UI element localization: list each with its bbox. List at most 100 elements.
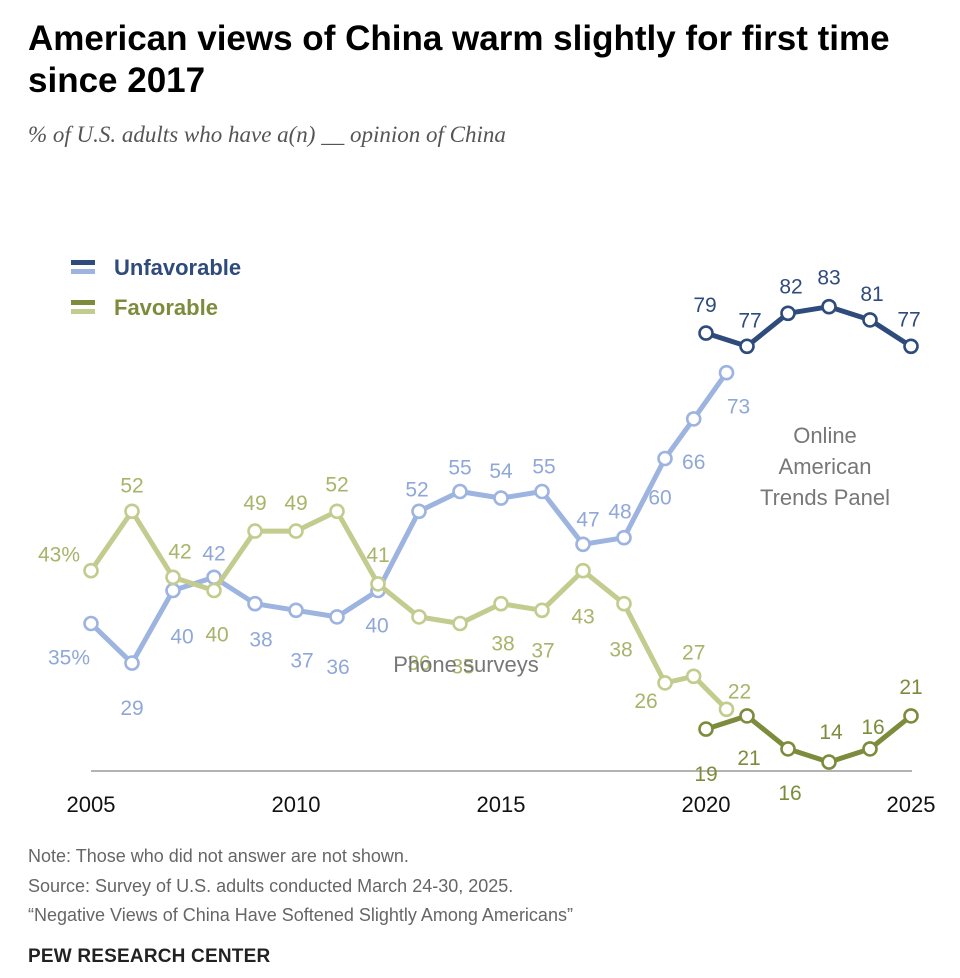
data-label: 38 xyxy=(609,639,632,662)
data-point xyxy=(862,312,878,328)
data-point xyxy=(288,602,304,619)
legend-swatch-icon xyxy=(71,269,95,274)
data-label: 27 xyxy=(682,641,705,664)
annotation-online-panel: Online xyxy=(793,423,857,448)
x-tick-label: 2005 xyxy=(67,792,116,817)
x-tick-label: 2020 xyxy=(682,792,731,817)
data-point xyxy=(780,305,796,322)
data-point xyxy=(452,483,468,500)
data-point xyxy=(780,741,796,757)
data-label: 55 xyxy=(532,456,555,479)
data-label: 37 xyxy=(531,639,554,662)
data-label: 35% xyxy=(48,647,90,670)
data-point xyxy=(329,609,345,625)
data-point xyxy=(493,595,509,612)
annotation-online-panel: Trends Panel xyxy=(760,485,890,510)
data-label: 73 xyxy=(727,396,750,419)
data-label: 49 xyxy=(243,492,266,515)
data-point xyxy=(370,576,386,592)
data-label: 82 xyxy=(779,275,802,298)
data-label: 16 xyxy=(861,716,884,739)
chart-title: American views of China warm slightly fo… xyxy=(28,19,890,100)
data-label: 43% xyxy=(38,544,80,567)
data-point xyxy=(452,615,468,632)
data-point xyxy=(657,450,673,467)
data-point xyxy=(534,602,550,619)
data-point xyxy=(165,582,181,599)
data-point xyxy=(718,364,735,381)
data-label: 83 xyxy=(817,267,840,290)
data-point xyxy=(206,582,222,599)
x-tick-label: 2015 xyxy=(477,792,526,817)
legend-swatch-icon xyxy=(71,309,95,314)
data-label: 52 xyxy=(325,473,348,496)
series-line xyxy=(703,304,914,349)
data-point xyxy=(329,503,345,520)
data-point xyxy=(821,754,837,770)
data-label: 48 xyxy=(608,501,631,524)
brand-logo-text: PEW RESEARCH CENTER xyxy=(28,946,271,967)
data-point xyxy=(698,721,714,737)
data-label: 36 xyxy=(326,656,349,679)
data-point xyxy=(718,701,735,718)
data-label: 60 xyxy=(648,487,671,510)
footer-note: Note: Those who did not answer are not s… xyxy=(28,846,409,866)
data-point xyxy=(575,536,591,553)
data-point xyxy=(124,503,140,520)
data-point xyxy=(247,595,263,612)
data-label: 52 xyxy=(405,478,428,501)
data-point xyxy=(493,490,509,506)
data-label: 22 xyxy=(728,680,751,703)
data-label: 77 xyxy=(897,308,920,331)
data-label: 16 xyxy=(778,782,801,805)
data-point xyxy=(862,741,878,757)
data-label: 54 xyxy=(489,460,513,483)
x-tick-label: 2025 xyxy=(887,792,936,817)
footer-source: Source: Survey of U.S. adults conducted … xyxy=(28,876,514,896)
data-label: 47 xyxy=(576,508,599,531)
data-point xyxy=(83,562,99,579)
data-label: 14 xyxy=(819,721,843,744)
data-point xyxy=(288,523,304,539)
data-point xyxy=(124,655,140,671)
data-label: 36 xyxy=(407,652,430,675)
data-point xyxy=(411,609,427,625)
data-point xyxy=(411,503,427,520)
data-point xyxy=(685,411,702,427)
data-label: 29 xyxy=(120,697,143,720)
data-point xyxy=(821,298,837,315)
data-label: 26 xyxy=(634,690,657,713)
data-label: 42 xyxy=(202,542,225,565)
data-label: 43 xyxy=(571,606,594,629)
data-label: 41 xyxy=(366,544,389,567)
data-point xyxy=(616,529,632,546)
data-point xyxy=(165,569,181,586)
data-label: 19 xyxy=(694,763,717,786)
data-label: 38 xyxy=(249,629,272,652)
legend-label: Unfavorable xyxy=(114,255,241,280)
legend-swatch-icon xyxy=(71,260,95,265)
legend-swatch-icon xyxy=(71,300,95,305)
data-point xyxy=(534,483,550,500)
data-point xyxy=(903,708,919,724)
data-point xyxy=(575,562,591,579)
data-label: 49 xyxy=(284,492,307,515)
annotation-phone-surveys: Phone surveys xyxy=(393,652,539,677)
data-label: 77 xyxy=(738,309,761,332)
data-point xyxy=(616,595,632,612)
data-label: 40 xyxy=(170,626,193,649)
data-label: 35 xyxy=(451,656,474,679)
data-point xyxy=(698,325,714,341)
data-label: 38 xyxy=(491,633,514,656)
data-label: 55 xyxy=(448,457,471,480)
data-label: 21 xyxy=(899,676,922,699)
data-label: 42 xyxy=(168,540,191,563)
line-chart: 2005 2010 2015 2020 2025 35% 29 40 42 38 37 36 40 52 5… xyxy=(38,255,936,817)
data-point xyxy=(657,675,673,691)
data-point xyxy=(903,338,919,355)
data-point xyxy=(739,338,755,355)
x-tick-label: 2010 xyxy=(272,792,321,817)
footer-report: “Negative Views of China Have Softened S… xyxy=(28,905,573,925)
annotation-online-panel: American xyxy=(779,454,872,479)
data-point xyxy=(739,708,755,724)
